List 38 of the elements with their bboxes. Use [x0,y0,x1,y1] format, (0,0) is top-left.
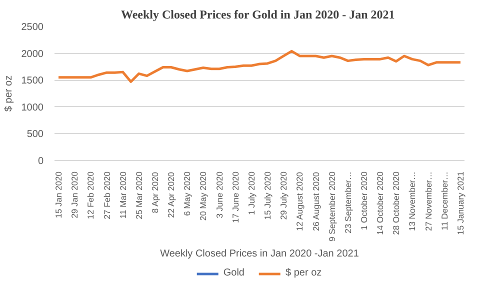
y-tick-label: 2500 [21,22,44,33]
x-tick-label: 29 Jan 2020 [70,171,80,218]
y-axis-title: $ per oz [3,75,14,112]
x-tick-label: 1 October 2020 [359,171,370,230]
y-tick-label: 2000 [21,48,44,60]
x-tick-label: 27 Feb 2020 [102,171,112,220]
x-tick-label: 22 Apr 2020 [166,172,176,218]
line-series [57,50,462,83]
x-tick-label: 26 August 2020 [310,172,321,232]
x-tick-label: 6 May 2020 [182,171,192,216]
y-tick-label: 1500 [21,76,44,87]
y-tick-label: 1000 [21,102,44,114]
legend-label: $ per oz [285,268,322,278]
x-tick-label: 11 Mar 2020 [118,171,128,219]
x-tick-label: 3 June 2020 [214,171,224,218]
x-tick-label: 29 July 2020 [278,171,289,220]
legend-label: Gold [223,268,244,278]
x-tick-label: 28 October 2020 [391,171,402,235]
y-tick-label: 500 [26,129,44,140]
y-tick-label: 0 [38,156,44,167]
x-tick-label: 15 January 2021 [455,171,466,235]
x-tick-label: 13 November… [407,171,418,232]
x-tick-label: 12 August 2020 [294,172,305,232]
x-tick-label: 14 October 2020 [375,171,386,235]
x-tick-label: 25 Mar 2020 [134,171,144,220]
chart-title: Weekly Closed Prices for Gold in Jan 2020 - Jan 2021 [121,8,395,22]
x-tick-label: 9 September 2020 [326,171,337,242]
x-axis-title: Weekly Closed Prices in Jan 2020 -Jan 2021 [160,248,360,260]
x-tick-label: 27 November… [423,171,434,232]
x-tick-label: 1 July 2020 [246,171,256,215]
x-tick-label: 20 May 2020 [198,171,208,221]
x-tick-label: 15 July 2020 [262,171,273,220]
x-tick-label: 11 December… [439,171,450,230]
x-tick-label: 23 September… [342,171,353,234]
x-tick-label: 12 Feb 2020 [86,171,96,220]
x-tick-label: 17 June 2020 [230,171,240,224]
x-tick-label: 8 Apr 2020 [150,172,160,214]
x-tick-label: 15 Jan 2020 [54,171,64,218]
